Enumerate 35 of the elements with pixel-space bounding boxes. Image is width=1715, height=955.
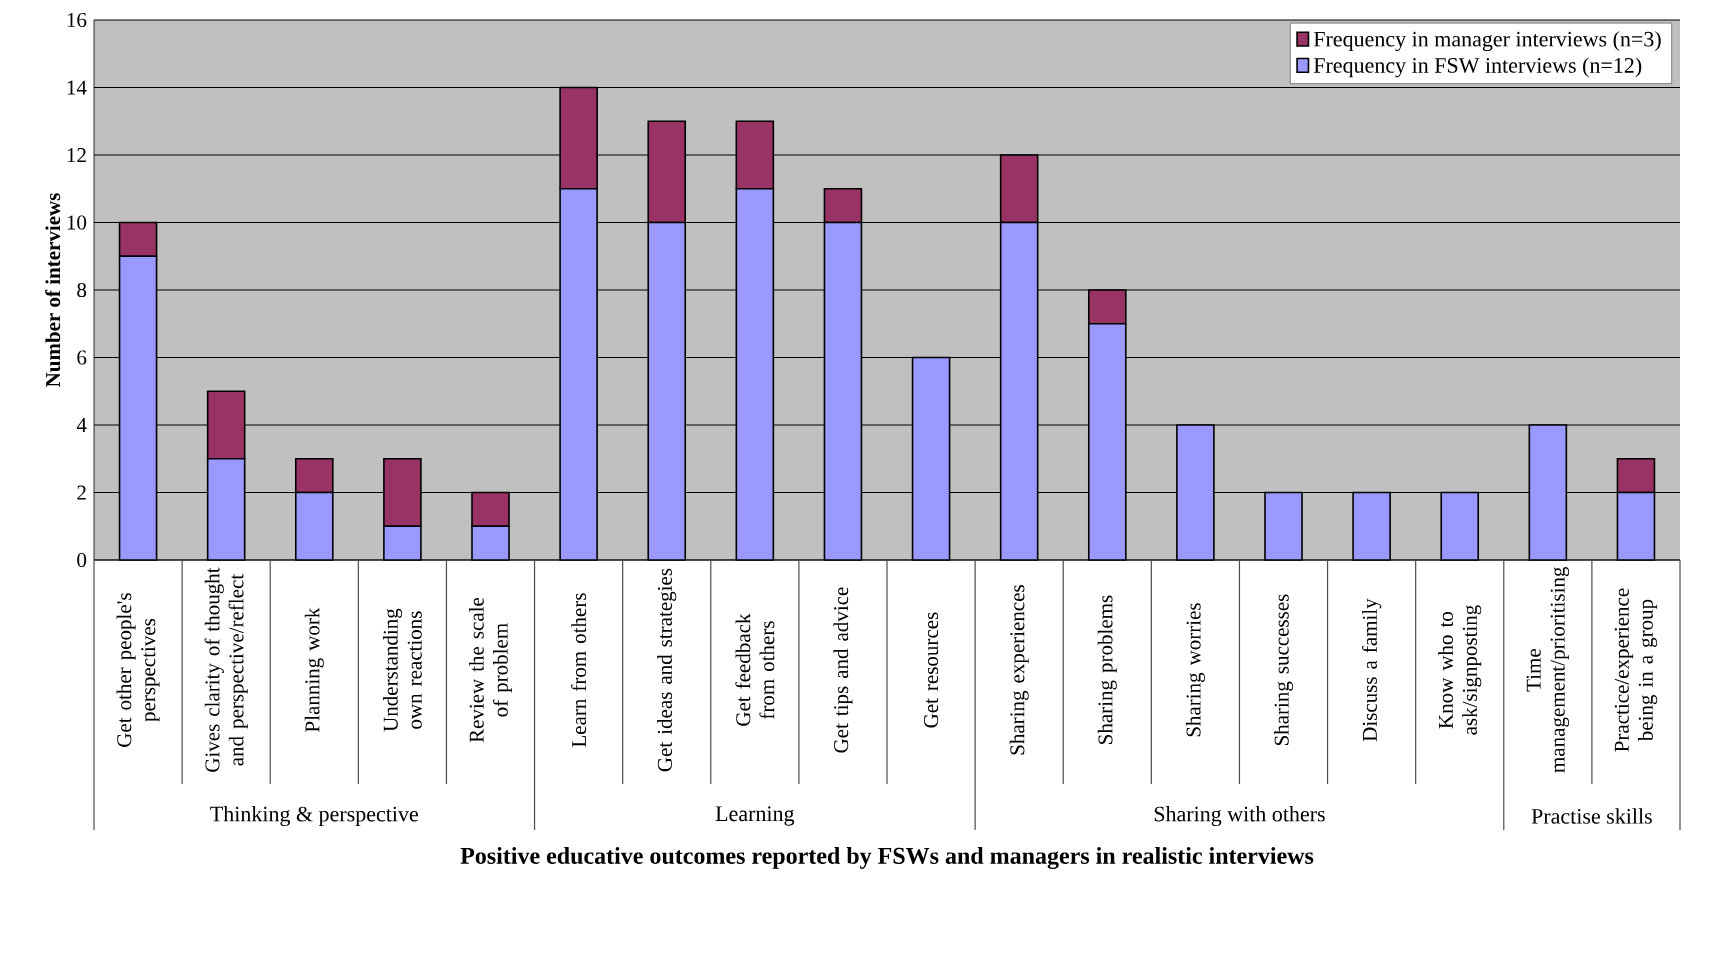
x-tick-label: Know who to ask/signposting [1438, 605, 1482, 735]
x-tick-label: Get tips and advice [833, 587, 853, 753]
x-tick-label: Sharing problems [1097, 595, 1117, 744]
x-tick-label: Gives clarity of thought and perspective/reflect [204, 567, 248, 772]
y-axis-title: Number of interviews [45, 193, 61, 387]
y-tick-label: 12 [67, 148, 86, 162]
y-tick-label: 4 [76, 418, 87, 432]
x-tick-label: Get ideas and strategies [657, 568, 677, 772]
x-tick-label: Sharing experiences [1009, 585, 1029, 755]
legend-label: Frequency in FSW interviews (n=12) [1313, 57, 1642, 78]
x-tick-label: Discuss a family [1361, 598, 1382, 742]
x-tick-label: Sharing worries [1185, 603, 1205, 737]
x-tick-label: Sharing successes [1273, 594, 1294, 746]
x-tick-label: Learn from others [571, 593, 587, 748]
y-tick-label: 6 [77, 350, 87, 365]
y-tick-label: 0 [77, 552, 87, 568]
x-tick-label: Practice/experience being in a group [1614, 588, 1658, 752]
x-tick-label: Get feedback from others [735, 613, 775, 726]
x-tick-label: Get resources [924, 612, 939, 728]
x-tick-label: Understanding own reactions [383, 608, 422, 732]
x-tick-label: Review the scale of problem [469, 597, 513, 743]
y-tick-label: 8 [77, 282, 87, 298]
y-tick-label: 10 [67, 215, 87, 230]
legend-label: Frequency in manager interviews (n=3) [1313, 31, 1661, 52]
text: Learning [715, 806, 795, 826]
x-tick-label: Time management/prioritising [1526, 566, 1570, 773]
text: Sharing with others [1154, 806, 1325, 826]
text: Thinking & perspective [210, 806, 418, 826]
y-tick-label: 2 [77, 485, 86, 500]
x-tick-label: Planning work [304, 607, 324, 732]
y-tick-label: 16 [67, 12, 87, 28]
x-axis-title: Positive educative outcomes reported by FSWs and managers in realistic interviews [460, 847, 1314, 869]
y-tick-label: 14 [67, 80, 87, 95]
x-tick-label: Get other people's perspectives [116, 593, 160, 747]
text: Practise skills [1531, 808, 1652, 824]
